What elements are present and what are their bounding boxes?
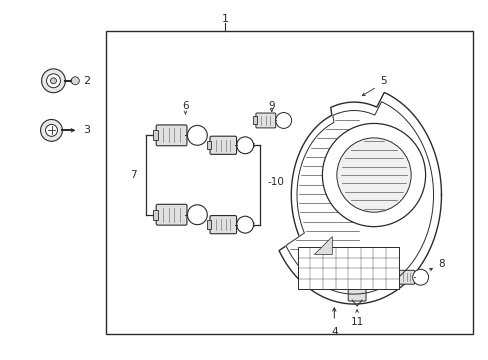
Bar — [252, 117, 256, 125]
FancyBboxPatch shape — [156, 204, 186, 225]
FancyBboxPatch shape — [347, 287, 366, 301]
Bar — [106, 31, 472, 334]
FancyBboxPatch shape — [398, 270, 414, 284]
Circle shape — [412, 269, 427, 285]
Circle shape — [187, 205, 207, 225]
FancyBboxPatch shape — [156, 125, 186, 146]
Circle shape — [187, 125, 207, 145]
Circle shape — [71, 77, 79, 85]
Circle shape — [50, 78, 56, 84]
Circle shape — [322, 123, 425, 227]
Bar — [297, 247, 398, 289]
Circle shape — [46, 74, 61, 88]
Text: 4: 4 — [330, 327, 337, 337]
Circle shape — [236, 216, 253, 233]
FancyBboxPatch shape — [209, 216, 236, 234]
Text: 2: 2 — [83, 76, 90, 86]
Bar — [152, 210, 157, 220]
Bar — [207, 220, 211, 229]
Text: 9: 9 — [268, 100, 275, 111]
Circle shape — [41, 69, 65, 93]
Text: 5: 5 — [380, 76, 386, 86]
Polygon shape — [285, 102, 433, 294]
Text: 11: 11 — [350, 317, 363, 327]
Circle shape — [275, 113, 291, 129]
Bar — [207, 141, 211, 149]
Text: -10: -10 — [267, 177, 284, 187]
Circle shape — [45, 125, 57, 136]
Text: 3: 3 — [83, 125, 90, 135]
Text: 8: 8 — [438, 259, 444, 269]
Text: 6: 6 — [182, 100, 188, 111]
Polygon shape — [314, 237, 332, 255]
FancyBboxPatch shape — [209, 136, 236, 154]
Polygon shape — [279, 93, 441, 304]
FancyBboxPatch shape — [255, 113, 275, 128]
Circle shape — [41, 120, 62, 141]
Text: 1: 1 — [221, 14, 228, 24]
Circle shape — [236, 137, 253, 154]
Circle shape — [336, 138, 410, 212]
Bar — [152, 130, 157, 140]
Text: 7: 7 — [130, 170, 137, 180]
